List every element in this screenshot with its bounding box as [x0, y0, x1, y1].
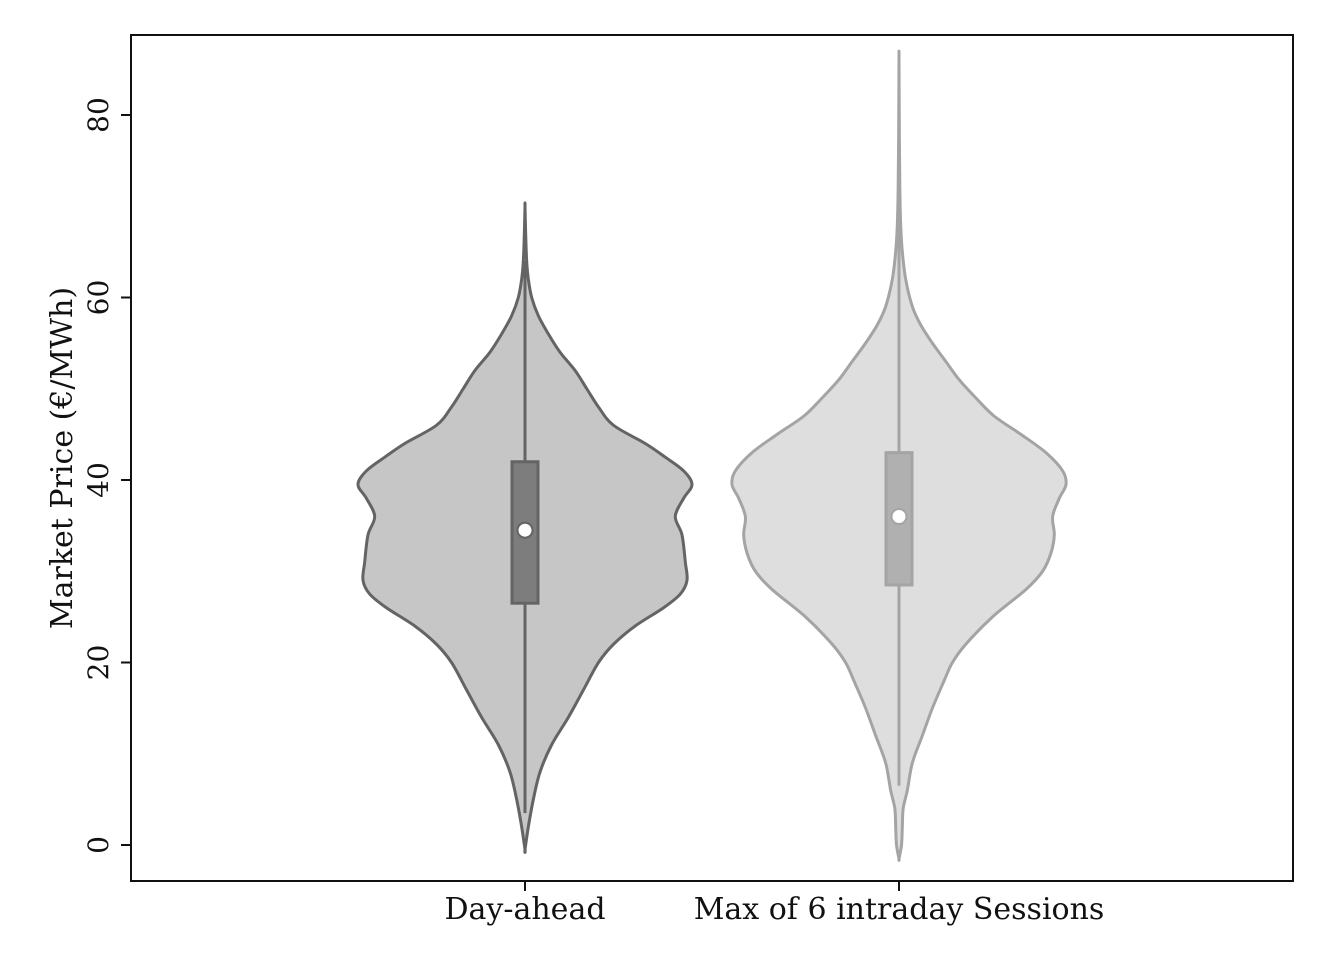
- violins-group: [356, 49, 1068, 862]
- median-marker-1: [890, 508, 908, 525]
- y-tick-label-60: 60: [82, 280, 115, 316]
- y-axis-title: Market Price (€/MWh): [45, 287, 80, 629]
- y-tick-label-0: 0: [82, 836, 115, 854]
- plot-frame: [130, 34, 1294, 882]
- x-category-label-1: Max of 6 intraday Sessions: [694, 892, 1105, 927]
- y-tick-label-40: 40: [82, 462, 115, 498]
- x-axis: Day-ahead Max of 6 intraday Sessions: [444, 881, 1104, 927]
- x-category-label-0: Day-ahead: [444, 892, 605, 927]
- violin-0: [356, 201, 694, 854]
- median-marker-0: [516, 521, 534, 539]
- y-tick-label-20: 20: [82, 645, 115, 681]
- y-tick-label-80: 80: [82, 97, 115, 133]
- y-axis: 0 20 40 60 80: [82, 97, 131, 854]
- violin-1: [730, 49, 1068, 862]
